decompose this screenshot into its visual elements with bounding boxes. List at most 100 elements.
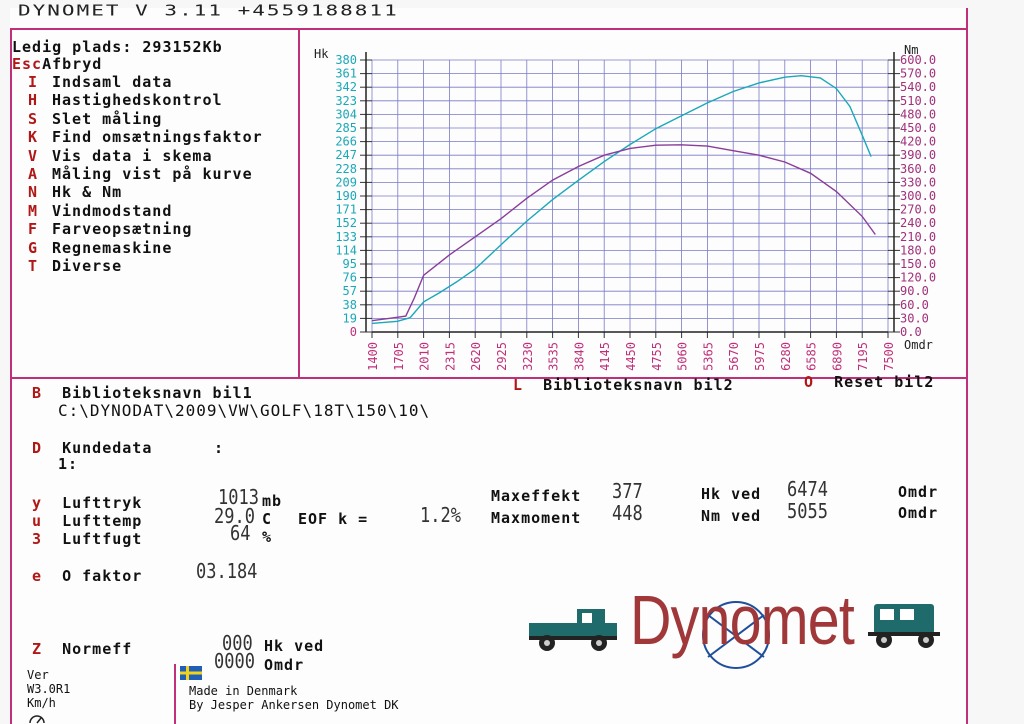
version-block: Ver W3.0R1 Km/h — [27, 668, 70, 710]
x-tick-label: 3230 — [521, 342, 535, 371]
y-left-tick-label: 266 — [335, 135, 357, 149]
menu-item-label: Vis data i skema — [52, 146, 213, 165]
lib2-key: L — [513, 376, 524, 394]
menu-item-label: Regnemaskine — [52, 238, 173, 257]
ofactor-field[interactable]: e O faktor — [32, 567, 142, 585]
dyno-chart: 1400 1705 2010 2315 2620 2925 3230 3535 3840 4145… — [314, 43, 936, 371]
ofactor-label: O faktor — [62, 567, 143, 585]
customer-line1: 1: — [58, 455, 79, 473]
frame-left — [10, 28, 12, 724]
x-tick-label: 5060 — [676, 342, 690, 371]
y-right-tick-label: 360.0 — [900, 162, 936, 176]
program-header: DYNOMET V 3.11 +4559188811 — [18, 2, 399, 19]
dynomet-logo-ring-icon — [702, 601, 770, 669]
y-left-tick-label: 190 — [335, 189, 357, 203]
temp-label: Lufttemp — [62, 512, 143, 530]
menu-item-t[interactable]: T Diverse — [28, 257, 263, 275]
normeff-rpm-unit: Omdr — [264, 656, 305, 674]
main-menu: I Indsaml data H Hastighedskontrol S Slet mål… — [28, 73, 263, 275]
pressure-unit: mb — [262, 492, 283, 510]
customer-field[interactable]: D Kundedata — [32, 439, 152, 457]
truck-left-icon — [529, 609, 617, 651]
maxtorque-value: 448 — [612, 502, 643, 526]
menu-item-key: K — [28, 128, 39, 147]
maxpower-rpm: 6474 — [787, 478, 828, 502]
customer-key: D — [32, 439, 43, 457]
menu-item-label: Hastighedskontrol — [52, 91, 223, 110]
x-tick-label: 4450 — [624, 342, 638, 371]
speedometer-icon — [29, 715, 45, 724]
humidity-field[interactable]: 3 Luftfugt — [32, 530, 142, 548]
menu-item-h[interactable]: H Hastighedskontrol — [28, 91, 263, 109]
maxtorque-unit: Omdr — [898, 504, 939, 522]
x-tick-label: 6280 — [779, 342, 793, 371]
menu-item-a[interactable]: A Måling vist på kurve — [28, 165, 263, 183]
lib2-field[interactable]: L Biblioteksnavn bil2 — [513, 376, 734, 394]
y-left-tick-label: 38 — [343, 298, 357, 312]
menu-item-label: Indsaml data — [52, 73, 173, 91]
y-left-tick-label: 342 — [335, 80, 357, 94]
printout-sheet — [10, 8, 968, 724]
x-tick-label: 3535 — [547, 342, 561, 371]
version-value: W3.0R1 — [27, 682, 71, 696]
x-tick-label: 7195 — [856, 342, 870, 371]
normeff-value: 000 — [222, 632, 253, 656]
y-right-tick-label: 390.0 — [900, 148, 936, 162]
menu-item-key: V — [28, 146, 39, 165]
y-left-tick-label: 361 — [335, 67, 357, 81]
y-right-tick-label: 120.0 — [900, 271, 936, 285]
y-right-tick-label: 330.0 — [900, 175, 936, 189]
menu-item-key: T — [28, 256, 39, 275]
menu-item-v[interactable]: V Vis data i skema — [28, 147, 263, 165]
x-axis-label: Omdr — [904, 338, 933, 352]
y-left-tick-label: 152 — [335, 216, 357, 230]
menu-item-k[interactable]: K Find omsætningsfaktor — [28, 128, 263, 146]
y-right-tick-label: 60.0 — [900, 298, 929, 312]
menu-item-g[interactable]: G Regnemaskine — [28, 239, 263, 257]
temp-key: u — [32, 512, 43, 530]
temp-unit: C — [262, 510, 273, 528]
x-tick-label: 1705 — [392, 342, 406, 371]
y-right-tick-label: 240.0 — [900, 216, 936, 230]
y-left-tick-label: 114 — [335, 243, 357, 257]
menu-item-n[interactable]: N Hk & Nm — [28, 183, 263, 201]
y-right-tick-label: 450.0 — [900, 121, 936, 135]
menu-item-key: N — [28, 183, 39, 202]
y-left-tick-label: 247 — [335, 148, 357, 162]
reset-field[interactable]: O Reset bil2 — [804, 373, 934, 391]
maxtorque-rpm: 5055 — [787, 500, 828, 524]
escape-item[interactable]: EscAfbryd — [12, 55, 102, 73]
maxpower-value: 377 — [612, 480, 643, 504]
y-left-tick-label: 304 — [335, 107, 357, 121]
menu-item-i[interactable]: I Indsaml data — [28, 73, 263, 91]
normeff-unit: Hk ved — [264, 637, 325, 655]
x-tick-label: 5670 — [727, 342, 741, 371]
pressure-key: y — [32, 494, 43, 512]
x-tick-label: 2925 — [495, 342, 509, 371]
frame-top — [10, 28, 968, 30]
made-in: Made in Denmark — [189, 684, 298, 698]
y-left-tick-label: 171 — [335, 203, 357, 217]
pressure-field[interactable]: y Lufttryk — [32, 494, 142, 512]
x-tick-label: 3840 — [572, 342, 586, 371]
y-right-tick-label: 180.0 — [900, 243, 936, 257]
customer-colon: : — [214, 439, 225, 457]
truck-right-icon — [868, 604, 940, 648]
ofactor-value: 03.184 — [196, 560, 258, 584]
pressure-value: 1013 — [218, 486, 259, 510]
maxpower-label: Maxeffekt — [491, 487, 582, 505]
menu-item-key: I — [28, 73, 39, 91]
normeff-field[interactable]: Z Normeff — [32, 640, 132, 658]
x-tick-label: 6585 — [805, 342, 819, 371]
menu-item-m[interactable]: M Vindmodstand — [28, 202, 263, 220]
menu-item-f[interactable]: F Farveopsætning — [28, 220, 263, 238]
y-right-tick-label: 510.0 — [900, 94, 936, 108]
y-right-tick-label: 150.0 — [900, 257, 936, 271]
y-left-tick-label: 209 — [335, 175, 357, 189]
y-right-tick-label: 480.0 — [900, 107, 936, 121]
menu-item-s[interactable]: S Slet måling — [28, 110, 263, 128]
lib1-field[interactable]: B Biblioteksnavn bil1 — [32, 384, 253, 402]
menu-item-label: Farveopsætning — [52, 220, 193, 239]
series-line-nm — [371, 144, 876, 322]
temp-field[interactable]: u Lufttemp — [32, 512, 142, 530]
